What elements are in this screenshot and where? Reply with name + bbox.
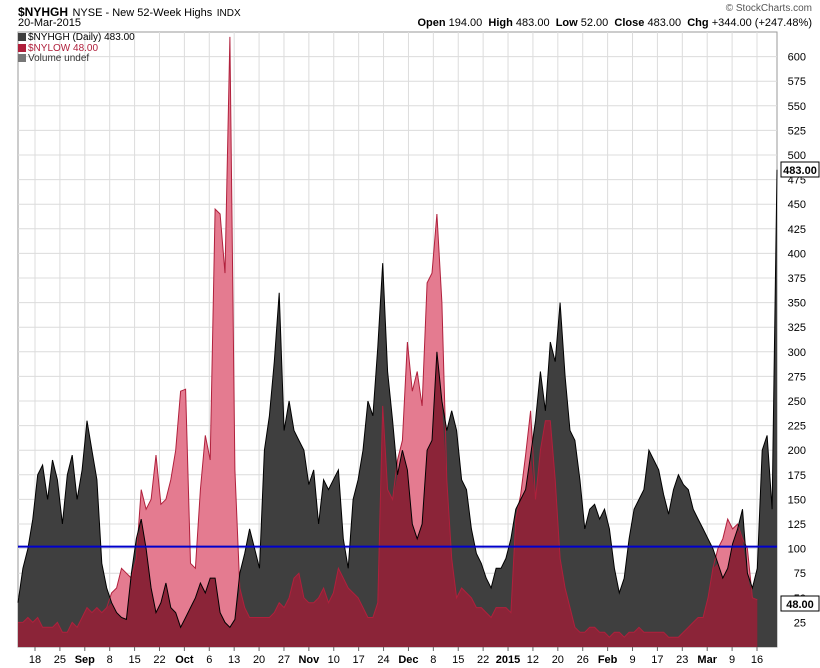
series-nyhgh-line <box>17 169 778 629</box>
legend-primary-swatch <box>18 33 26 41</box>
y-tick-label: 325 <box>788 322 806 334</box>
x-tick-label: 25 <box>54 654 66 666</box>
legend-secondary-text: $NYLOW 48.00 <box>28 43 99 54</box>
x-tick-label: Sep <box>75 654 95 666</box>
x-tick-label: 8 <box>107 654 113 666</box>
x-tick-label: 2015 <box>496 654 520 666</box>
close-value: 483.00 <box>647 17 682 29</box>
primary-value-badge-box <box>780 161 820 178</box>
x-tick-label: Dec <box>398 654 418 666</box>
legend-volume: Volume undef <box>18 53 89 64</box>
x-tick-label: 22 <box>477 654 489 666</box>
description: NYSE - New 52-Week Highs <box>72 7 213 19</box>
x-tick-label: 23 <box>676 654 688 666</box>
y-tick-label: 400 <box>788 248 806 260</box>
y-tick-label: 375 <box>788 273 806 285</box>
x-tick-label: Oct <box>175 654 194 666</box>
legend-volume-swatch <box>18 54 26 62</box>
x-tick-label: 20 <box>552 654 564 666</box>
y-tick-label: 275 <box>788 371 806 383</box>
x-tick-label: 10 <box>328 654 340 666</box>
y-tick-label: 175 <box>788 470 806 482</box>
x-tick-label: Feb <box>598 654 618 666</box>
series-nylow-area <box>18 36 758 647</box>
secondary-value-badge-box <box>780 595 820 612</box>
x-tick-label: 22 <box>153 654 165 666</box>
x-tick-label: 9 <box>629 654 635 666</box>
series-nyhgh-area <box>18 169 777 648</box>
y-tick-label: 450 <box>788 199 806 211</box>
y-tick-label: 225 <box>788 421 806 433</box>
chart-date: 20-Mar-2015 <box>18 17 81 29</box>
x-tick-label: 26 <box>577 654 589 666</box>
x-tick-label: 18 <box>29 654 41 666</box>
y-tick-label: 525 <box>788 125 806 137</box>
ohlc-readout: Open 194.00 High 483.00 Low 52.00 Close … <box>417 17 812 29</box>
x-tick-label: Mar <box>697 654 717 666</box>
stockcharts-watermark: © StockCharts.com <box>726 3 812 14</box>
value-badges: 483.00 48.00 <box>780 161 820 612</box>
high-label: High <box>488 17 513 29</box>
series-nylow-line <box>18 36 758 638</box>
y-tick-label: 600 <box>788 52 806 64</box>
x-tick-label: 15 <box>452 654 464 666</box>
y-tick-label: 25 <box>794 617 806 629</box>
watermark-text: © StockCharts.com <box>725 3 812 14</box>
exchange: INDX <box>216 8 241 19</box>
legend-volume-text: Volume undef <box>28 53 90 64</box>
x-tick-label: Nov <box>298 654 320 666</box>
change-value: +344.00 (+247.48%) <box>711 17 812 29</box>
x-tick-label: 17 <box>353 654 365 666</box>
y-tick-label: 575 <box>788 76 806 88</box>
legend-secondary-swatch <box>18 44 26 52</box>
y-tick-label: 200 <box>788 445 806 457</box>
x-tick-label: 12 <box>527 654 539 666</box>
legend-secondary: $NYLOW 48.00 <box>18 43 98 54</box>
x-axis-ticks: 18 25 Sep 8 15 22 Oct 6 13 20 27 Nov 10 17 24 Dec 8 15 22 2… <box>29 647 763 666</box>
x-tick-label: 15 <box>128 654 140 666</box>
low-label: Low <box>555 17 578 29</box>
high-value: 483.00 <box>515 17 550 29</box>
y-tick-label: 125 <box>788 519 806 531</box>
x-tick-label: 20 <box>253 654 265 666</box>
symbol: $NYHGH <box>18 5 69 19</box>
x-tick-label: 8 <box>430 654 436 666</box>
low-value: 52.00 <box>580 17 609 29</box>
y-tick-label: 350 <box>788 298 806 310</box>
legend-primary: $NYHGH (Daily) 483.00 <box>18 32 135 43</box>
y-tick-label: 100 <box>788 544 806 556</box>
x-tick-label: 16 <box>751 654 763 666</box>
y-tick-label: 425 <box>788 224 806 236</box>
x-tick-label: 24 <box>377 654 389 666</box>
series-areas <box>17 36 778 648</box>
open-label: Open <box>417 17 446 29</box>
x-tick-label: 17 <box>651 654 663 666</box>
close-label: Close <box>614 17 645 29</box>
y-tick-label: 475 <box>788 175 806 187</box>
y-tick-label: 75 <box>794 568 806 580</box>
series-overlap-area <box>18 351 758 647</box>
x-tick-label: 6 <box>206 654 212 666</box>
secondary-value-badge: 48.00 <box>786 599 814 611</box>
y-tick-label: 300 <box>788 347 806 359</box>
open-value: 194.00 <box>448 17 483 29</box>
y-axis-ticks: 2550751001251501752002252502753003253503… <box>788 52 806 630</box>
y-tick-label: 500 <box>788 150 806 162</box>
change-label: Chg <box>687 17 709 29</box>
x-tick-label: 9 <box>729 654 735 666</box>
legend-primary-text: $NYHGH (Daily) 483.00 <box>28 32 135 43</box>
primary-value-badge: 483.00 <box>783 165 817 177</box>
x-tick-label: 27 <box>278 654 290 666</box>
x-tick-label: 13 <box>228 654 240 666</box>
y-tick-label: 550 <box>788 101 806 113</box>
y-tick-label: 150 <box>788 494 806 506</box>
chart-header: $NYHGH NYSE - New 52-Week Highs INDX <box>18 3 241 21</box>
y-tick-label: 250 <box>788 396 806 408</box>
